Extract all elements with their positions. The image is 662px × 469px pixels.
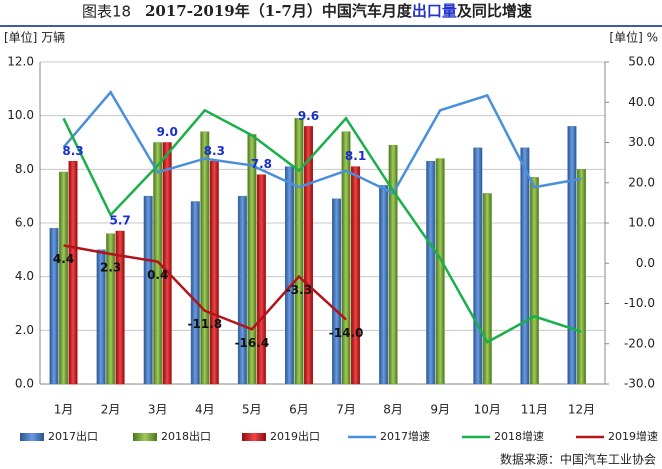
legend-label: 2018增速 xyxy=(494,429,544,443)
legend-label: 2019增速 xyxy=(608,429,658,443)
bar xyxy=(115,230,125,385)
x-tick-label: 3月 xyxy=(148,403,168,417)
legend-label: 2017增速 xyxy=(380,429,430,443)
bar xyxy=(567,126,577,385)
x-tick-label: 11月 xyxy=(521,403,548,417)
y-tick-label: 10.0 xyxy=(7,108,34,122)
bar xyxy=(256,174,266,385)
line-value-label: 0.4 xyxy=(147,268,168,282)
y-tick-label: 6.0 xyxy=(15,216,34,230)
bar xyxy=(284,166,294,385)
bar xyxy=(351,166,361,385)
line-value-label: -14.0 xyxy=(329,326,364,340)
source: 数据来源：中国汽车工业协会 xyxy=(500,452,656,467)
legend-swatch xyxy=(20,433,44,441)
y2-tick-label: -30.0 xyxy=(624,377,655,391)
line xyxy=(62,90,582,195)
bar xyxy=(59,171,69,385)
y2-axis-label: [单位] % xyxy=(609,30,658,45)
x-tick-label: 1月 xyxy=(54,403,74,417)
y2-tick-label: 30.0 xyxy=(628,135,655,149)
y2-tick-label: 10.0 xyxy=(628,216,655,230)
line-value-label: -3.3 xyxy=(286,283,312,297)
x-tick-label: 12月 xyxy=(568,403,595,417)
line-value-label: 4.4 xyxy=(53,252,74,266)
bar xyxy=(473,147,483,385)
y-tick-label: 4.0 xyxy=(15,269,34,283)
bar xyxy=(162,142,172,385)
bar xyxy=(576,169,586,385)
y-axis-label: [单位] 万辆 xyxy=(4,30,65,45)
line xyxy=(62,108,582,344)
x-tick-label: 8月 xyxy=(383,403,403,417)
bar xyxy=(379,185,389,385)
y2-tick-label: 0.0 xyxy=(636,256,655,270)
bar xyxy=(143,195,153,385)
bar-value-label: 8.3 xyxy=(204,144,225,158)
bar-value-label: 9.6 xyxy=(298,109,319,123)
x-tick-label: 7月 xyxy=(336,403,356,417)
bar xyxy=(388,144,398,385)
bar xyxy=(520,147,530,385)
x-tick-label: 6月 xyxy=(289,403,309,417)
bar xyxy=(237,195,247,385)
title-part: 及同比增速 xyxy=(457,2,532,20)
line-value-label: -16.4 xyxy=(235,336,270,350)
bar xyxy=(332,198,342,385)
y-tick-label: 2.0 xyxy=(15,323,34,337)
title-part: 2017-2019年（1-7月）中国汽车月度 xyxy=(145,2,413,20)
bar-value-label: 5.7 xyxy=(109,214,130,228)
bar xyxy=(341,131,351,385)
bar xyxy=(529,177,539,385)
y2-tick-label: 50.0 xyxy=(628,55,655,69)
y-tick-label: 8.0 xyxy=(15,162,34,176)
y-tick-label: 0.0 xyxy=(15,377,34,391)
chart-title: 2017-2019年（1-7月）中国汽车月度出口量及同比增速 xyxy=(145,2,532,20)
bar xyxy=(209,161,219,385)
y-tick-label: 12.0 xyxy=(7,55,34,69)
legend-label: 2019出口 xyxy=(270,429,320,443)
bar xyxy=(294,118,304,385)
figure-label: 图表18 xyxy=(82,3,131,21)
line xyxy=(63,244,347,331)
bar xyxy=(200,131,210,385)
bar xyxy=(426,161,436,385)
bar-value-label: 9.0 xyxy=(157,125,178,139)
legend-label: 2018出口 xyxy=(161,429,211,443)
x-tick-label: 2月 xyxy=(101,403,121,417)
bar xyxy=(49,228,59,385)
bar xyxy=(96,249,106,385)
line-value-label: -11.8 xyxy=(187,317,222,331)
bar xyxy=(190,201,200,385)
x-tick-label: 10月 xyxy=(474,403,501,417)
bar-value-label: 8.1 xyxy=(345,149,366,163)
bar xyxy=(68,161,78,385)
bar-value-label: 8.3 xyxy=(62,144,83,158)
y2-tick-label: -10.0 xyxy=(624,296,655,310)
y2-tick-label: -20.0 xyxy=(624,336,655,350)
legend-swatch xyxy=(133,433,157,441)
legend-swatch xyxy=(242,433,266,441)
x-tick-label: 4月 xyxy=(195,403,215,417)
y2-tick-label: 40.0 xyxy=(628,95,655,109)
bar xyxy=(435,158,445,385)
bar xyxy=(482,193,492,385)
bar-value-label: 7.8 xyxy=(251,157,272,171)
x-tick-label: 5月 xyxy=(242,403,262,417)
title-part: 出口量 xyxy=(412,2,457,20)
y2-tick-label: 20.0 xyxy=(628,175,655,189)
x-tick-label: 9月 xyxy=(430,403,450,417)
legend-label: 2017出口 xyxy=(48,429,98,443)
bar xyxy=(106,233,116,385)
bar xyxy=(303,126,313,385)
line-value-label: 2.3 xyxy=(100,260,121,274)
